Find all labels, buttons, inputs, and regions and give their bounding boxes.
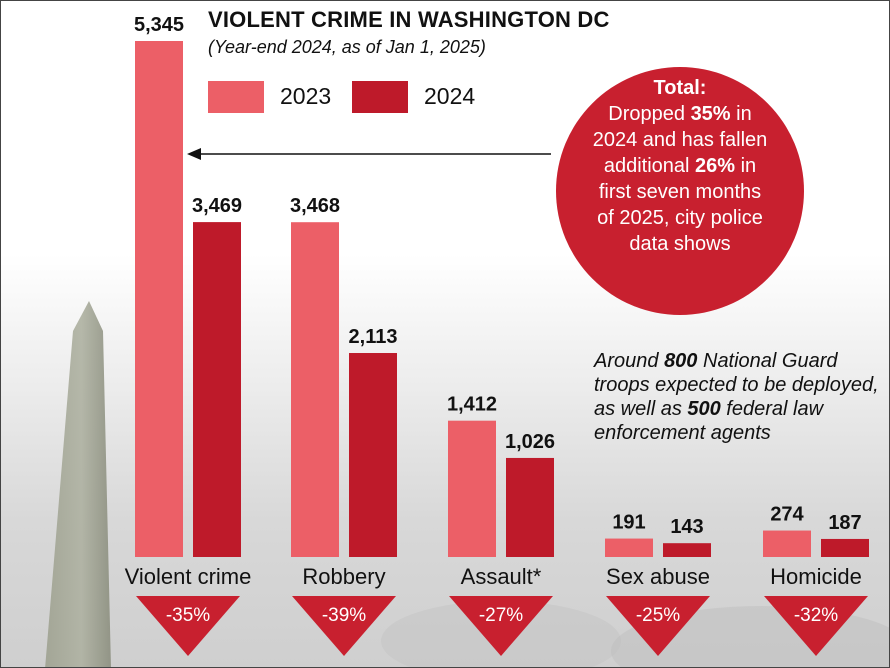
bar-2023-1 <box>135 41 183 557</box>
total-callout-circle <box>556 67 804 315</box>
data-label-2023-2: 3,468 <box>290 195 340 217</box>
bar-2023-5 <box>763 530 811 557</box>
bar-2023-3 <box>448 420 496 557</box>
change-triangle-4 <box>606 596 710 656</box>
note-text-part: federal law enforcement agents <box>594 398 824 444</box>
legend-label-2024: 2024 <box>424 83 476 109</box>
data-label-2024-5: 187 <box>828 512 861 534</box>
data-label-2023-5: 274 <box>770 504 804 526</box>
change-triangle-2 <box>292 596 396 656</box>
callout-line: data shows <box>629 233 731 255</box>
note-text-part: Around <box>594 350 665 372</box>
bar-2023-4 <box>605 538 653 557</box>
change-triangle-3 <box>449 596 553 656</box>
change-label-4: -25% <box>636 605 680 626</box>
bar-2024-3 <box>506 457 554 557</box>
data-label-2023-4: 191 <box>612 512 645 534</box>
category-label-4: Sex abuse <box>606 564 710 589</box>
data-label-2023-3: 1,412 <box>447 394 497 416</box>
change-label-5: -32% <box>794 605 838 626</box>
callout-highlight: 26% <box>695 155 736 177</box>
callout-line: first seven months <box>598 181 762 203</box>
total-callout-text: Total: Dropped 35% in 2024 and has falle… <box>571 75 789 257</box>
callout-line: of 2025, city police <box>597 207 763 229</box>
data-label-2024-2: 2,113 <box>349 326 398 348</box>
callout-line: 2024 and has fallen <box>592 129 768 151</box>
change-label-3: -27% <box>479 605 523 626</box>
change-triangle-1 <box>136 596 240 656</box>
note-text-part: National Guard troops expected to be dep… <box>594 350 879 420</box>
data-label-2024-3: 1,026 <box>505 431 555 453</box>
chart-title: VIOLENT CRIME IN WASHINGTON DC <box>208 7 610 32</box>
category-label-5: Homicide <box>770 564 862 589</box>
change-label-1: -35% <box>166 605 210 626</box>
category-label-1: Violent crime <box>125 564 252 589</box>
data-label-2024-4: 143 <box>670 516 703 538</box>
category-label-3: Assault* <box>461 564 542 589</box>
category-label-2: Robbery <box>302 564 385 589</box>
bar-2023-2 <box>291 222 339 557</box>
change-triangle-5 <box>764 596 868 656</box>
callout-text-part: additional <box>603 155 696 177</box>
legend-swatch-2023 <box>208 81 264 113</box>
change-label-2: -39% <box>322 605 366 626</box>
data-label-2023-1: 5,345 <box>134 14 184 36</box>
deployment-note: Around 800 National Guard troops expecte… <box>594 349 884 445</box>
bar-2024-1 <box>193 222 241 558</box>
callout-text-part: Dropped <box>608 103 691 125</box>
callout-text-part: in <box>735 155 757 177</box>
callout-highlight: 35% <box>690 103 731 125</box>
callout-heading: Total: <box>653 77 707 99</box>
bar-2024-4 <box>663 543 711 557</box>
bar-2024-2 <box>349 353 397 557</box>
legend-swatch-2024 <box>352 81 408 113</box>
note-highlight: 800 <box>664 350 698 372</box>
bar-2024-5 <box>821 538 869 557</box>
chart-subtitle: (Year-end 2024, as of Jan 1, 2025) <box>208 37 486 57</box>
callout-text-part: in <box>730 103 752 125</box>
note-highlight: 500 <box>687 398 721 420</box>
data-label-2024-1: 3,469 <box>192 195 242 217</box>
legend-label-2023: 2023 <box>280 83 332 109</box>
